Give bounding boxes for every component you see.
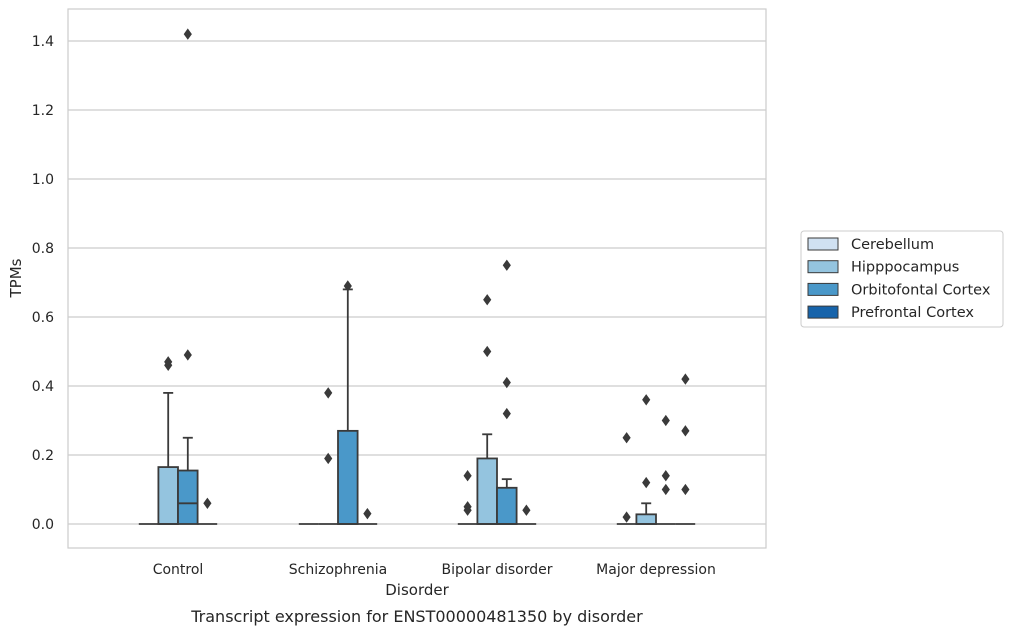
outlier-point — [324, 387, 333, 399]
outlier-point — [183, 349, 192, 361]
outlier-point — [463, 501, 472, 513]
outlier-point — [642, 476, 651, 489]
legend-swatch — [807, 237, 839, 251]
x-tick-label: Bipolar disorder — [441, 562, 552, 578]
box — [496, 486, 518, 525]
y-tick-label: 0.4 — [32, 379, 54, 395]
box-group — [357, 507, 378, 525]
x-tick-label: Schizophrenia — [289, 562, 387, 578]
outlier-point — [164, 356, 173, 368]
box-group — [516, 504, 537, 525]
y-tick-label: 1.2 — [32, 103, 54, 119]
outlier-point — [363, 507, 372, 520]
box-group — [616, 432, 637, 525]
grid-lines — [68, 40, 766, 525]
y-axis-label: TPMs — [7, 258, 25, 298]
outlier-point — [681, 425, 690, 437]
y-axis-ticks: 0.0 0.2 0.4 0.6 0.8 1.0 1.2 1.4 — [32, 34, 54, 533]
y-tick-label: 0.6 — [32, 310, 54, 326]
outlier-point — [681, 483, 690, 496]
box-group — [457, 470, 478, 525]
box-group — [337, 280, 359, 525]
outlier-point — [681, 373, 690, 385]
box-group — [157, 356, 179, 525]
y-tick-label: 1.0 — [32, 172, 54, 188]
legend-label: Hipppocampus — [851, 260, 959, 276]
y-tick-label: 0.2 — [32, 448, 54, 464]
boxes — [138, 28, 696, 525]
outlier-point — [622, 511, 631, 523]
box — [476, 457, 498, 525]
outlier-point — [502, 376, 511, 389]
box-group — [177, 28, 199, 525]
outlier-point — [661, 470, 670, 482]
outlier-point — [183, 28, 192, 40]
box — [157, 466, 179, 525]
outlier-point — [622, 432, 631, 444]
outlier-point — [642, 394, 651, 406]
chart-caption: Transcript expression for ENST0000048135… — [190, 607, 643, 626]
legend-swatch — [807, 260, 839, 274]
x-axis-label: Disorder — [385, 581, 449, 599]
plot-area-frame — [67, 8, 767, 549]
box-group — [197, 497, 218, 525]
legend-label: Orbitofontal Cortex — [851, 282, 991, 298]
legend-swatch — [807, 282, 839, 296]
outlier-point — [661, 483, 670, 496]
box-group — [675, 373, 696, 525]
y-tick-label: 0.0 — [32, 517, 54, 533]
outlier-point — [483, 294, 492, 306]
box — [635, 513, 657, 525]
box-group — [635, 394, 657, 525]
box — [177, 469, 199, 525]
box — [337, 429, 359, 525]
legend: Cerebellum Hipppocampus Orbitofontal Corte… — [800, 230, 1004, 328]
y-tick-label: 1.4 — [32, 34, 54, 50]
outlier-point — [343, 280, 352, 292]
box-group — [496, 259, 518, 525]
x-axis-ticks: Control Schizophrenia Bipolar disorder Majo… — [153, 562, 716, 578]
outlier-point — [483, 345, 492, 358]
legend-swatch — [807, 305, 839, 319]
box-group — [656, 414, 676, 525]
legend-frame — [800, 230, 1004, 328]
x-tick-label: Major depression — [596, 562, 716, 578]
box-group — [318, 387, 338, 525]
y-tick-label: 0.8 — [32, 241, 54, 257]
outlier-point — [502, 259, 511, 271]
outlier-point — [324, 452, 333, 465]
outlier-point — [522, 504, 531, 516]
x-tick-label: Control — [153, 562, 204, 578]
outlier-point — [203, 497, 212, 509]
legend-label: Prefrontal Cortex — [851, 305, 974, 321]
outlier-point — [502, 407, 511, 420]
outlier-point — [661, 414, 670, 427]
outlier-point — [463, 470, 472, 482]
box-group — [476, 294, 498, 525]
legend-label: Cerebellum — [851, 237, 934, 253]
